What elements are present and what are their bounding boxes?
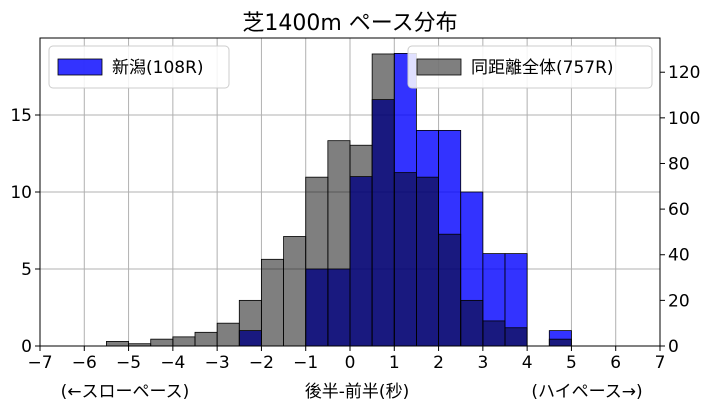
- x-tick-label: −5: [116, 353, 141, 373]
- x-tick-label: −2: [249, 353, 274, 373]
- x-axis-label: 後半-前半(秒): [305, 382, 409, 402]
- x-tick-label: 7: [655, 353, 666, 373]
- legend-left-label: 新潟(108R): [112, 58, 204, 78]
- legend-right-label: 同距離全体(757R): [471, 58, 614, 78]
- overall-bars: [106, 53, 572, 347]
- y-left-tick-label: 5: [21, 260, 32, 280]
- x-tick-label: −1: [293, 353, 318, 373]
- x-axis-label-left: (←スローペース): [61, 382, 190, 402]
- histogram-bar: [504, 327, 528, 347]
- histogram-bar: [460, 299, 484, 347]
- x-tick-label: 0: [345, 353, 356, 373]
- histogram-bar: [327, 140, 351, 347]
- x-tick-label: −7: [27, 353, 52, 373]
- x-tick-label: 6: [610, 353, 621, 373]
- histogram-bar: [216, 322, 240, 347]
- x-tick-label: −6: [72, 353, 97, 373]
- x-axis-label-right: (ハイペース→): [531, 382, 642, 402]
- histogram-bar: [106, 341, 129, 347]
- y-right-tick-label: 80: [668, 154, 690, 174]
- histogram-bar: [416, 176, 439, 347]
- histogram-bar: [393, 172, 417, 347]
- x-tick-label: 1: [389, 353, 400, 373]
- x-tick-label: 5: [566, 353, 577, 373]
- y-right-tick-label: 60: [668, 200, 690, 220]
- y-left-tick-label: 10: [10, 183, 32, 203]
- histogram-bar: [548, 338, 572, 347]
- y-right-tick-label: 40: [668, 246, 690, 266]
- y-left-tick-label: 15: [10, 106, 32, 126]
- x-tick-label: −3: [205, 353, 230, 373]
- histogram-bar: [305, 176, 329, 347]
- x-tick-label: 3: [477, 353, 488, 373]
- x-tick-label: 2: [433, 353, 444, 373]
- legend-left: 新潟(108R): [48, 45, 230, 89]
- x-tick-label: −4: [160, 353, 185, 373]
- legend-left-swatch: [57, 58, 103, 76]
- legend-right-box: [407, 45, 653, 89]
- histogram-bar: [194, 331, 218, 347]
- chart-title: 芝1400m ペース分布: [242, 11, 457, 36]
- y-right-tick-label: 100: [668, 109, 700, 129]
- legend-right-swatch: [416, 58, 462, 76]
- histogram-bar: [438, 233, 462, 347]
- histogram-bar: [172, 336, 196, 347]
- histogram-bar: [238, 299, 262, 347]
- y-right-tick-label: 120: [668, 63, 700, 83]
- histogram-bar: [349, 144, 373, 347]
- histogram-bar: [150, 338, 174, 347]
- legend-right: 同距離全体(757R): [407, 45, 653, 89]
- histogram-bar: [283, 236, 307, 347]
- x-tick-label: 4: [522, 353, 533, 373]
- y-left-tick-label: 0: [21, 337, 32, 357]
- histogram-bar: [261, 258, 284, 347]
- y-right-tick-label: 20: [668, 291, 690, 311]
- axis-ticks: −7 −6 −5 −4 −3 −2 −1 0 1 2 3 4 5 6 7051015020406080100…: [10, 63, 700, 373]
- legend-left-box: [48, 45, 230, 89]
- y-right-tick-label: 0: [668, 337, 679, 357]
- histogram-bar: [371, 53, 395, 347]
- histogram-bar: [482, 320, 506, 347]
